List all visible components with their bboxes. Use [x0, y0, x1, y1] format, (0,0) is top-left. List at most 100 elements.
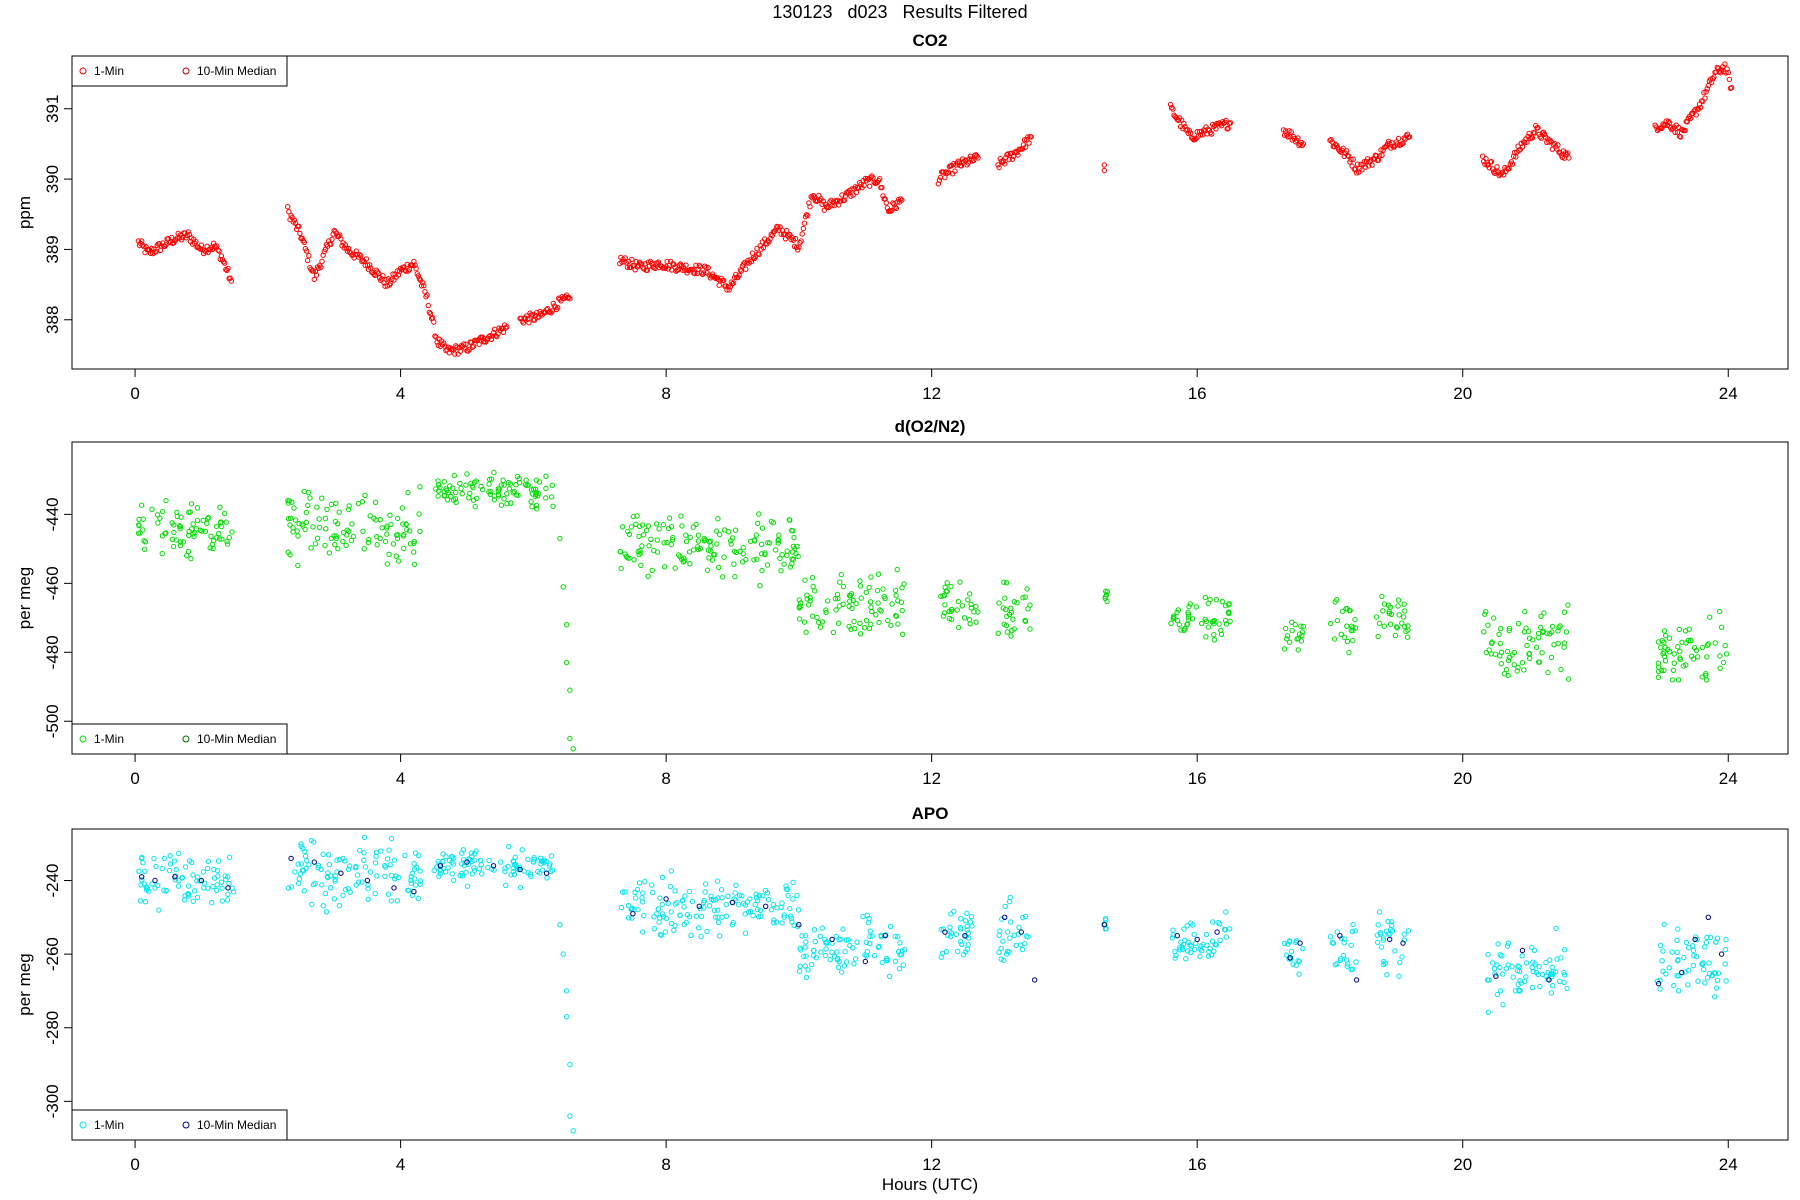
d-o2-n2-1min-point — [472, 503, 478, 510]
co2-1min-point — [852, 184, 858, 190]
d-o2-n2-1min-point — [1339, 608, 1346, 615]
x-tick-label-apo: 4 — [396, 1155, 405, 1174]
apo-1min-point — [1183, 956, 1189, 962]
apo-1min-point — [527, 871, 534, 877]
d-o2-n2-1min-point — [1381, 623, 1388, 629]
d-o2-n2-1min-point — [885, 617, 891, 624]
d-o2-n2-1min-point — [1561, 609, 1568, 615]
apo-1min-point — [334, 857, 340, 863]
apo-1min-point — [765, 896, 772, 903]
apo-1min-point — [719, 914, 725, 920]
apo-1min-point — [829, 949, 835, 955]
apo-1min-point — [137, 898, 144, 904]
d-o2-n2-1min-point — [1699, 644, 1706, 651]
apo-1min-point — [834, 949, 840, 955]
d-o2-n2-1min-point — [857, 583, 864, 589]
apo-1min-point — [172, 873, 179, 879]
apo-1min-point — [1690, 947, 1697, 954]
apo-1min-point — [1381, 958, 1387, 965]
apo-1min-point — [755, 897, 761, 904]
apo-1min-point — [1288, 948, 1295, 955]
d-o2-n2-1min-point — [857, 578, 863, 584]
co2-1min-point — [319, 258, 325, 265]
apo-1min-point — [668, 909, 674, 915]
co2-1min-point — [775, 224, 781, 230]
co2-1min-point — [212, 243, 218, 249]
apo-1min-point — [628, 906, 635, 912]
co2-1min-point — [1711, 74, 1717, 80]
apo-1min-point — [156, 907, 162, 913]
d-o2-n2-1min-point — [706, 555, 712, 561]
d-o2-n2-1min-point — [1400, 614, 1407, 620]
apo-median-point — [411, 888, 417, 895]
d-o2-n2-1min-point — [226, 534, 233, 541]
apo-1min-point — [625, 915, 632, 921]
d-o2-n2-1min-point — [717, 531, 723, 538]
d-o2-n2-1min-point — [285, 516, 292, 522]
apo-1min-point — [185, 883, 192, 889]
apo-1min-point — [412, 850, 419, 856]
d-o2-n2-1min-point — [840, 583, 847, 590]
d-o2-n2-1min-point — [866, 625, 873, 632]
apo-median-point — [1353, 977, 1360, 983]
apo-1min-point — [958, 916, 964, 922]
co2-1min-point — [1703, 89, 1709, 95]
d-o2-n2-1min-point — [1205, 600, 1211, 607]
apo-1min-point — [1505, 962, 1511, 968]
d-o2-n2-1min-point — [459, 491, 465, 497]
co2-1min-point — [313, 272, 320, 278]
legend-symbol-median-d-o2-n2 — [182, 735, 190, 743]
apo-median-point — [763, 903, 769, 909]
apo-1min-point — [865, 919, 872, 926]
d-o2-n2-1min-point — [801, 619, 808, 625]
d-o2-n2-1min-point — [1675, 644, 1681, 650]
d-o2-n2-1min-point — [319, 495, 325, 501]
apo-1min-point — [393, 873, 399, 879]
co2-1min-point — [690, 266, 696, 273]
d-o2-n2-1min-point — [660, 521, 667, 528]
apo-median-point — [311, 859, 317, 865]
co2-1min-point — [185, 229, 191, 235]
co2-1min-point — [721, 277, 727, 283]
d-o2-n2-1min-point — [810, 583, 816, 590]
co2-1min-point — [412, 262, 418, 268]
d-o2-n2-1min-point — [291, 505, 297, 511]
d-o2-n2-1min-point — [1717, 665, 1723, 671]
co2-1min-point — [1666, 120, 1673, 126]
apo-1min-point — [538, 858, 545, 864]
apo-1min-point — [226, 880, 232, 887]
apo-1min-point — [943, 948, 950, 955]
apo-1min-point — [502, 868, 508, 875]
apo-1min-point — [811, 947, 817, 954]
apo-1min-point — [892, 933, 898, 939]
d-o2-n2-1min-point — [1717, 653, 1723, 659]
d-o2-n2-1min-point — [345, 506, 352, 513]
apo-1min-point — [311, 839, 317, 845]
apo-1min-point — [409, 870, 415, 876]
d-o2-n2-1min-point — [804, 592, 810, 598]
apo-1min-point — [997, 928, 1003, 934]
d-o2-n2-1min-point — [326, 550, 333, 556]
apo-1min-point — [209, 899, 215, 906]
apo-1min-point — [167, 853, 173, 859]
apo-1min-point — [803, 953, 809, 959]
apo-1min-point — [1001, 957, 1007, 964]
apo-1min-point — [519, 847, 525, 853]
apo-1min-point — [205, 885, 211, 891]
d-o2-n2-1min-point — [1521, 629, 1528, 635]
apo-1min-point — [896, 966, 903, 972]
apo-median-point — [630, 911, 636, 917]
d-o2-n2-1min-point — [1505, 672, 1511, 679]
d-o2-n2-1min-point — [1548, 654, 1555, 661]
apo-1min-point — [1380, 961, 1387, 968]
apo-1min-point — [459, 850, 465, 856]
d-o2-n2-1min-point — [478, 483, 484, 490]
d-o2-n2-1min-point — [895, 621, 901, 627]
d-o2-n2-1min-point — [1555, 628, 1561, 634]
apo-1min-point — [1293, 962, 1299, 968]
co2-1min-point — [1672, 129, 1678, 136]
apo-1min-point — [1103, 917, 1109, 923]
apo-1min-point — [715, 907, 721, 913]
d-o2-n2-1min-point — [1565, 676, 1572, 682]
legend-box-d-o2-n2 — [71, 723, 288, 755]
